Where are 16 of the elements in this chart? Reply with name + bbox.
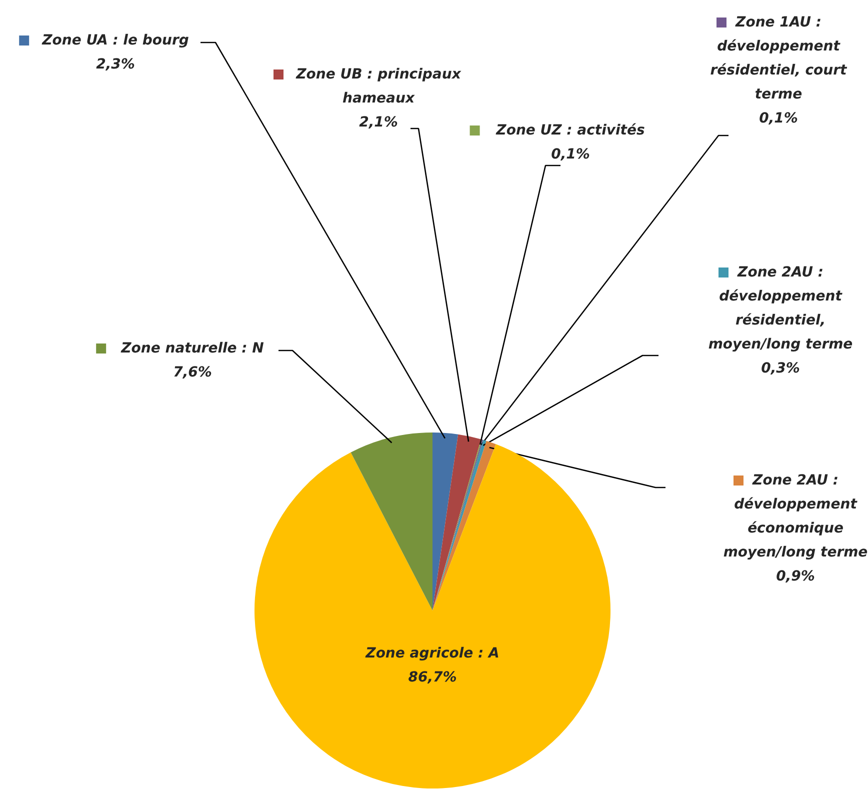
data-label: 0,3% [761,360,800,376]
data-label: 86,7% [408,670,457,686]
data-label: 0,1% [759,110,798,126]
legend-label: Zone naturelle : N [120,340,264,356]
legend-label: Zone UA : le bourg [41,32,189,48]
legend-label: Zone UZ : activités [495,122,645,138]
data-label: 0,9% [776,568,815,584]
slice-label: Zone agricole : A [364,646,500,662]
data-label: 0,1% [551,146,590,162]
data-label: 2,3% [96,56,135,72]
data-label: 7,6% [173,364,212,380]
legend-label: Zone UB : principaux hameaux [295,66,462,106]
legend-label: Zone 1AU : développement résidentiel, court terme [710,14,848,102]
legend-label: Zone 2AU : développement économique moyen/long terme [723,472,868,560]
legend-label: Zone 2AU : développement résidentiel, moyen/long terme [708,264,853,352]
data-label: 2,1% [359,114,398,130]
